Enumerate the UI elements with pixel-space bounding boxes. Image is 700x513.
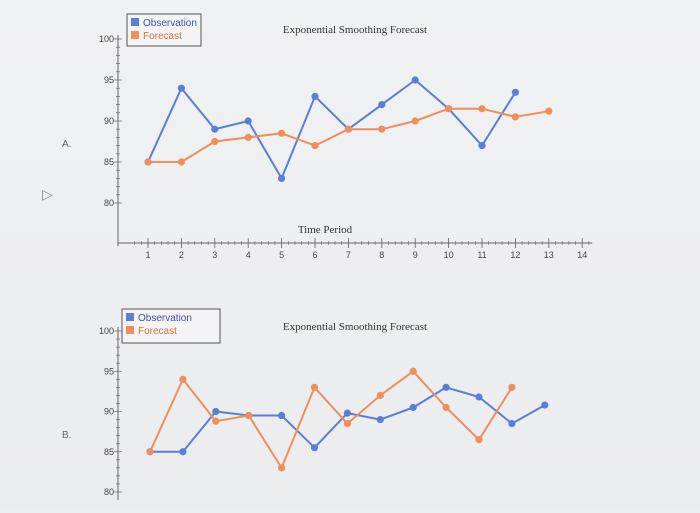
chart-a-legend-swatch — [131, 31, 139, 39]
chart-a-x-tick-label: 3 — [212, 250, 217, 260]
chart-b-legend-label: Observation — [138, 313, 192, 324]
chart-b-legend-box — [121, 308, 221, 344]
chart-b-forecast-point — [278, 464, 286, 472]
chart-a-x-tick-label: 11 — [477, 250, 486, 260]
chart-a-forecast-point — [311, 142, 319, 150]
chart-a-forecast-point — [278, 129, 286, 137]
chart-b-y-tick-label: 95 — [104, 366, 114, 376]
chart-b-forecast-point — [146, 448, 154, 456]
chart-a-observation-point — [244, 117, 252, 125]
chart-a-observation-point — [378, 101, 386, 109]
chart-b-observation-point — [508, 419, 516, 428]
chart-a-x-tick-label: 2 — [179, 250, 184, 260]
chart-a-forecast-point — [177, 158, 185, 166]
chart-a-legend-label: Observation — [143, 18, 197, 29]
chart-b-forecast-point — [343, 419, 351, 428]
chart-b-observation-point — [475, 393, 483, 401]
chart-b-y-tick-label: 85 — [104, 447, 114, 457]
chart-a-observation-point — [177, 84, 185, 92]
chart-a-y-tick-label: 80 — [104, 198, 114, 208]
chart-b-legend-swatch — [126, 313, 134, 321]
chart-a-forecast-point — [144, 158, 152, 166]
chart-a-series-observation-line — [147, 79, 517, 180]
chart-a-forecast-point — [344, 125, 352, 133]
chart-a-observation-point — [278, 174, 286, 182]
chart-b-observation-point — [212, 407, 220, 416]
chart-b-forecast-point — [376, 391, 384, 399]
chart-a-forecast-point — [445, 105, 453, 113]
chart-a-observation-point — [311, 92, 319, 100]
chart-b-forecast-point — [475, 436, 483, 444]
chart-b-legend-label: Forecast — [138, 326, 177, 337]
chart-a-x-tick-label: 5 — [279, 250, 284, 260]
chart-a-forecast-point — [211, 137, 219, 146]
chart-a-x-tick-label: 14 — [577, 250, 587, 260]
chart-a-y-tick-label: 90 — [104, 116, 114, 126]
chart-a-y-tick-label: 85 — [104, 157, 114, 167]
chart-a-legend-label: Forecast — [143, 31, 182, 42]
chart-b-forecast-point — [179, 375, 187, 383]
chart-a-observation-point — [211, 125, 219, 133]
chart-b-legend-swatch — [126, 326, 134, 334]
chart-b-y-tick-label: 100 — [99, 326, 114, 336]
chart-a-forecast-point — [411, 117, 419, 125]
chart-a-x-tick-label: 8 — [379, 250, 384, 260]
option-label-a[interactable]: A. — [62, 139, 72, 150]
chart-a-legend-swatch — [131, 18, 139, 26]
chart-a-observation-point — [478, 142, 486, 150]
chart-b-forecast-point — [409, 367, 417, 375]
chart-b-y-tick-label: 80 — [104, 487, 114, 497]
chart-b-observation-point — [278, 411, 286, 420]
chart-a-x-tick-label: 7 — [346, 250, 351, 260]
chart-b-observation-point — [179, 448, 187, 456]
chart-b-forecast-point — [508, 383, 516, 391]
chart-a-observation-point — [411, 76, 419, 84]
chart-b-observation-point — [343, 409, 351, 417]
chart-b-forecast-point — [310, 383, 319, 391]
chart-b-forecast-point — [245, 411, 253, 420]
chart-b-y-tick-label: 90 — [104, 407, 114, 417]
chart-b-title: Exponential Smoothing Forecast — [283, 321, 427, 333]
chart-a-x-tick-label: 6 — [312, 250, 317, 260]
chart-b-observation-point — [376, 415, 384, 424]
chart-b-observation-point — [310, 444, 319, 452]
chart-a-forecast-point — [478, 105, 486, 113]
chart-a-forecast-point — [545, 107, 553, 115]
chart-b-observation-point — [442, 383, 450, 391]
chart-a-x-tick-label: 4 — [246, 250, 251, 260]
chart-a-x-tick-label: 9 — [413, 250, 418, 260]
chart-a-forecast-point — [511, 113, 519, 121]
cursor-icon: ▷ — [42, 188, 53, 203]
chart-b-forecast-point — [212, 417, 220, 425]
chart-a-y-tick-label: 100 — [99, 34, 114, 44]
chart-b-series-forecast-line — [149, 370, 513, 469]
chart-a-legend-box — [126, 13, 202, 47]
chart-b-forecast-point — [442, 403, 450, 412]
chart-a-title: Exponential Smoothing Forecast — [283, 24, 427, 36]
chart-a-x-tick-label: 10 — [444, 250, 454, 260]
chart-b-observation-point — [409, 403, 417, 412]
chart-a-observation-point — [511, 88, 519, 96]
chart-b-series-observation-line — [150, 386, 546, 453]
chart-a-x-tick-label: 12 — [510, 250, 520, 260]
option-label-b[interactable]: B. — [62, 430, 72, 441]
chart-a-y-tick-label: 95 — [104, 75, 114, 85]
chart-a-x-axis-label: Time Period — [298, 224, 353, 236]
chart-a-forecast-point — [244, 133, 252, 141]
chart-a-x-tick-label: 13 — [544, 250, 554, 260]
chart-b-observation-point — [541, 401, 549, 409]
chart-a-forecast-point — [378, 125, 386, 133]
chart-a-x-tick-label: 1 — [145, 250, 150, 260]
